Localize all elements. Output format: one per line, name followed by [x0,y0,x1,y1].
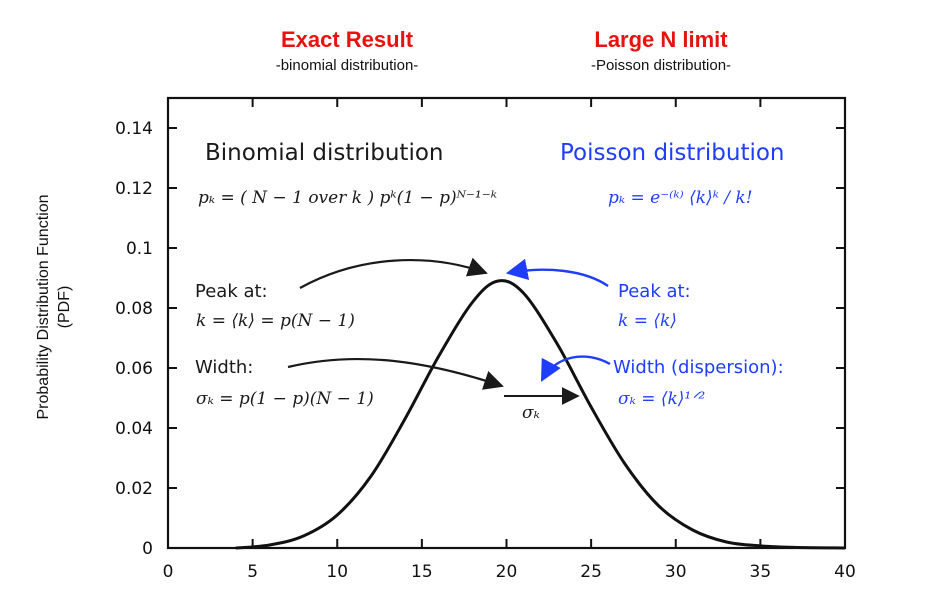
y-tick-label: 0.12 [115,179,153,199]
left-header-subtitle: -binomial distribution- [276,57,419,74]
x-tick-label: 20 [496,562,518,582]
y-tick-label: 0.04 [115,419,153,439]
arrow-width-right [540,355,611,382]
y-tick-label: 0 [142,539,153,559]
curve-layer [235,279,846,550]
axis-ticks: 0 5 10 15 20 25 30 35 40 0 0.02 0.04 0.06 0.08 0.1 0.12… [115,98,856,582]
y-tick-label: 0.06 [115,359,153,379]
peak-formula-left: k = ⟨k⟩ = p(N − 1) [196,311,355,331]
sigma-label: σₖ [522,403,540,423]
arrow-peak-left [299,257,488,289]
y-tick-label: 0.14 [115,119,153,139]
y-tick-label: 0.08 [115,299,153,319]
x-tick-label: 25 [580,562,602,582]
width-label-left: Width: [195,357,253,378]
peak-formula-right: k = ⟨k⟩ [618,311,677,331]
left-header-title: Exact Result [281,27,414,52]
peak-label-right: Peak at: [618,281,691,302]
arrow-width-left [287,357,504,390]
width-label-right: Width (dispersion): [613,357,784,378]
y-tick-label: 0.1 [126,239,153,259]
x-tick-label: 40 [834,562,856,582]
binomial-formula: pₖ = ( N − 1 over k ) pᵏ(1 − p)ᴺ⁻¹⁻ᵏ [198,188,497,208]
x-tick-label: 10 [326,562,348,582]
y-axis-label: Probability Distribution Function (PDF) [35,195,73,420]
x-tick-label: 15 [411,562,433,582]
peak-label-left: Peak at: [195,281,268,302]
binomial-title: Binomial distribution [205,140,443,166]
width-formula-right: σₖ = ⟨k⟩¹ᐟ² [618,389,705,409]
x-tick-label: 35 [750,562,772,582]
svg-text:(PDF): (PDF) [56,286,73,329]
arrow-peak-right [505,258,609,287]
width-formula-left: σₖ = p(1 − p)(N − 1) [196,389,374,409]
right-header-subtitle: -Poisson distribution- [591,57,731,74]
right-header-title: Large N limit [594,27,728,52]
x-tick-label: 5 [247,562,258,582]
y-tick-label: 0.02 [115,479,153,499]
pdf-curve [235,279,846,550]
svg-text:Probability Distribution Funct: Probability Distribution Function [35,195,52,420]
poisson-title: Poisson distribution [560,140,785,166]
x-tick-label: 30 [665,562,687,582]
poisson-formula: pₖ = e⁻⁽ᵏ⁾ ⟨k⟩ᵏ / k! [608,188,753,208]
x-tick-label: 0 [163,562,174,582]
